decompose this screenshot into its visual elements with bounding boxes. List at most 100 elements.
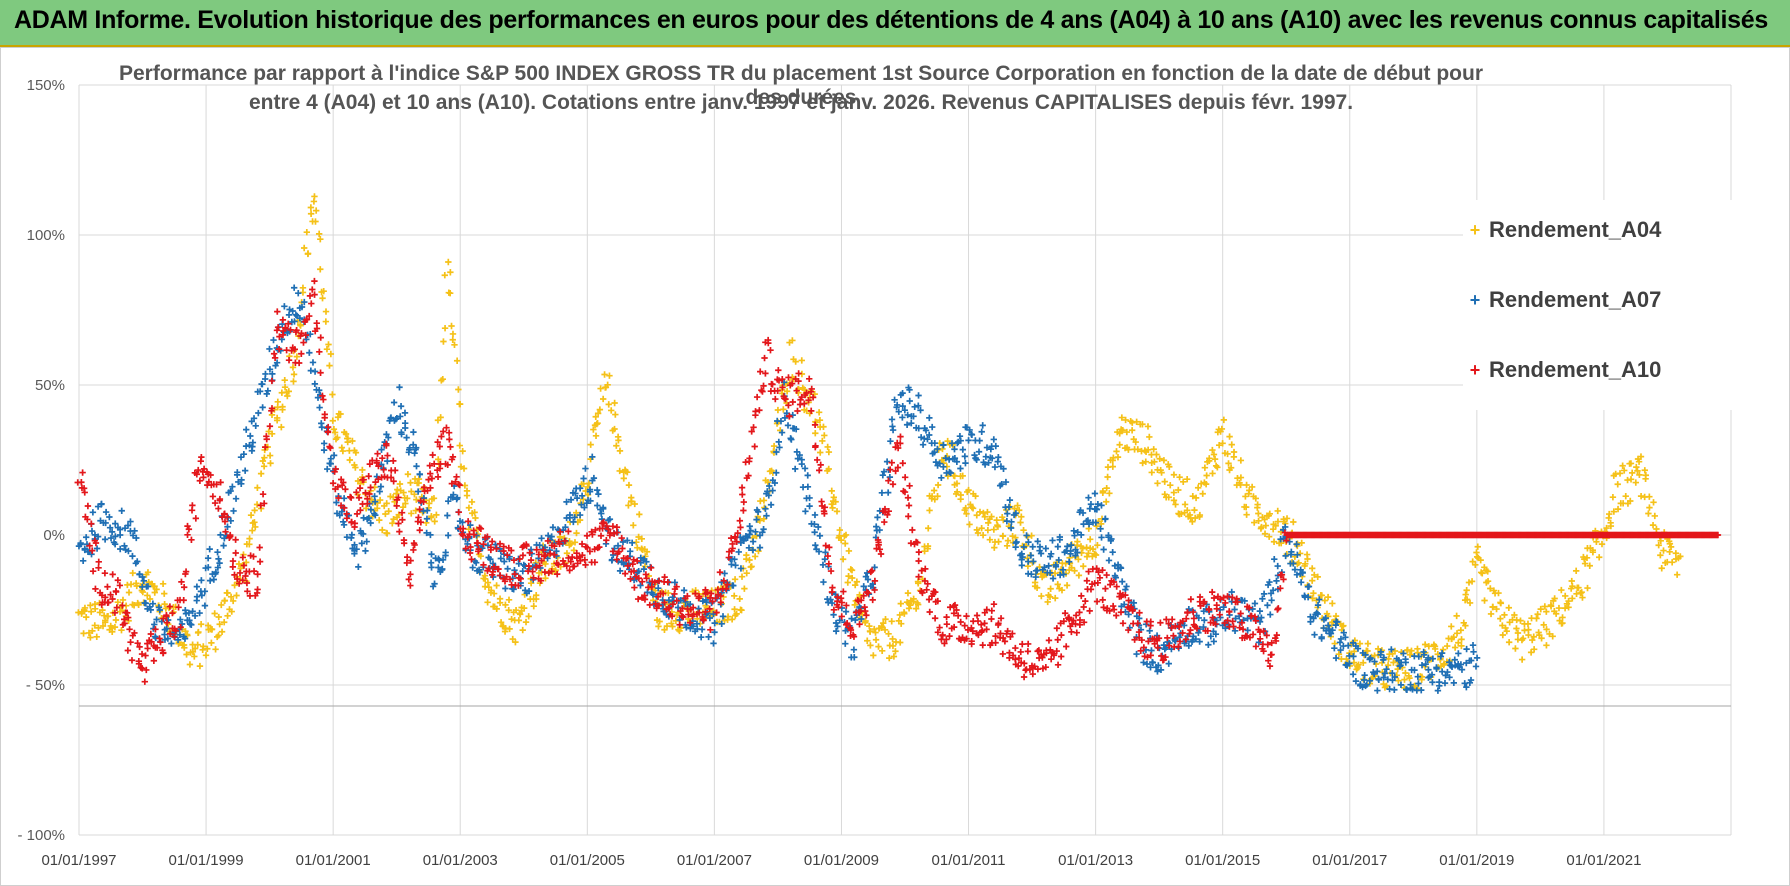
data-point-rendement_a10 [1057,653,1065,660]
data-point-rendement_a04 [563,550,571,557]
data-point-rendement_a07 [479,545,486,552]
data-point-rendement_a10 [816,467,823,474]
data-point-rendement_a07 [1094,500,1102,508]
data-point-rendement_a10 [1186,630,1193,637]
data-point-rendement_a07 [1336,639,1344,646]
data-point-rendement_a07 [1389,677,1396,684]
data-point-rendement_a07 [1018,562,1026,569]
data-point-rendement_a04 [87,634,94,641]
data-point-rendement_a04 [1512,645,1519,652]
data-point-rendement_a10 [142,652,149,659]
data-point-rendement_a04 [853,578,861,585]
data-point-rendement_a10 [1003,630,1010,637]
data-point-rendement_a07 [1002,478,1010,486]
data-point-rendement_a04 [1406,674,1413,682]
data-point-rendement_a04 [289,364,297,371]
data-point-rendement_a10 [968,637,975,645]
data-point-rendement_a10 [734,529,741,537]
data-point-rendement_a07 [811,529,818,536]
data-point-rendement_a10 [366,490,373,498]
x-tick-label: 01/01/2003 [423,852,498,869]
x-tick-label: 01/01/1999 [169,852,244,869]
data-point-rendement_a07 [906,397,913,405]
data-point-rendement_a10 [939,631,946,639]
data-point-rendement_a10 [455,508,462,516]
data-point-rendement_a04 [984,526,992,534]
data-point-rendement_a10 [298,330,305,337]
data-point-rendement_a10 [178,578,185,586]
data-point-rendement_a04 [274,398,282,406]
data-point-rendement_a10 [842,621,850,628]
data-point-rendement_a07 [250,415,258,422]
legend-item-a07: + Rendement_A07 [1463,285,1662,315]
data-point-rendement_a07 [1029,543,1036,550]
data-point-rendement_a10 [260,500,268,507]
data-point-rendement_a04 [1579,594,1586,601]
data-point-rendement_a04 [1237,457,1245,464]
data-point-rendement_a10 [904,494,912,501]
data-point-rendement_a07 [1260,590,1268,598]
data-point-rendement_a10 [101,569,109,577]
data-point-rendement_a07 [538,535,545,542]
data-point-rendement_a04 [1650,499,1657,506]
data-point-rendement_a07 [628,539,636,547]
data-point-rendement_a10 [79,469,86,476]
data-point-rendement_a04 [1191,514,1199,522]
data-point-rendement_a10 [317,369,324,376]
data-point-rendement_a10 [353,489,360,496]
data-point-rendement_a04 [111,623,119,631]
data-point-rendement_a04 [925,525,932,532]
data-point-rendement_a10 [355,494,363,501]
data-point-rendement_a04 [1274,518,1282,525]
data-point-rendement_a07 [796,451,803,459]
data-point-rendement_a10 [769,381,776,388]
data-point-rendement_a10 [756,407,763,414]
data-point-rendement_a10 [1208,588,1216,596]
data-point-rendement_a07 [598,510,605,517]
data-point-rendement_a10 [1053,647,1060,655]
x-tick-label: 01/01/2007 [677,852,752,869]
data-point-rendement_a07 [706,614,714,622]
x-tick-label: 01/01/2021 [1566,852,1641,869]
data-point-rendement_a07 [384,457,391,465]
data-point-rendement_a04 [389,520,396,527]
data-point-rendement_a07 [1402,655,1409,663]
data-point-rendement_a04 [672,617,680,625]
report-banner: ADAM Informe. Evolution historique des p… [0,0,1790,47]
data-point-rendement_a04 [817,449,824,456]
data-point-rendement_a04 [532,592,540,599]
data-point-rendement_a07 [475,566,483,574]
data-point-rendement_a04 [1220,416,1228,424]
data-point-rendement_a07 [594,502,601,509]
data-point-rendement_a07 [655,584,662,592]
data-point-rendement_a07 [1109,549,1116,556]
data-point-rendement_a10 [403,553,411,561]
data-point-rendement_a04 [1181,501,1189,508]
data-point-rendement_a10 [387,474,395,481]
data-point-rendement_a04 [1134,446,1141,453]
data-point-rendement_a07 [928,423,936,431]
data-point-rendement_a10 [395,520,402,527]
data-point-rendement_a10 [1220,594,1227,601]
data-point-rendement_a10 [615,548,623,555]
data-point-rendement_a10 [537,577,545,584]
data-point-rendement_a07 [1469,641,1477,649]
data-point-rendement_a10 [1110,606,1118,613]
data-point-rendement_a07 [899,389,906,397]
data-point-rendement_a10 [530,574,537,582]
data-point-rendement_a04 [520,604,528,612]
data-point-rendement_a07 [316,404,323,411]
data-point-rendement_a10 [946,604,954,611]
data-point-rendement_a10 [123,609,131,617]
data-point-rendement_a10 [287,326,294,334]
data-point-rendement_a07 [820,578,827,586]
data-point-rendement_a04 [959,472,966,480]
data-point-rendement_a10 [138,650,146,658]
data-point-rendement_a04 [215,613,222,621]
data-point-rendement_a10 [430,460,438,468]
data-point-rendement_a04 [1614,481,1621,488]
data-point-rendement_a07 [435,564,442,571]
data-point-rendement_a04 [973,526,981,534]
data-point-rendement_a04 [755,547,762,555]
data-point-rendement_a04 [1283,515,1291,522]
